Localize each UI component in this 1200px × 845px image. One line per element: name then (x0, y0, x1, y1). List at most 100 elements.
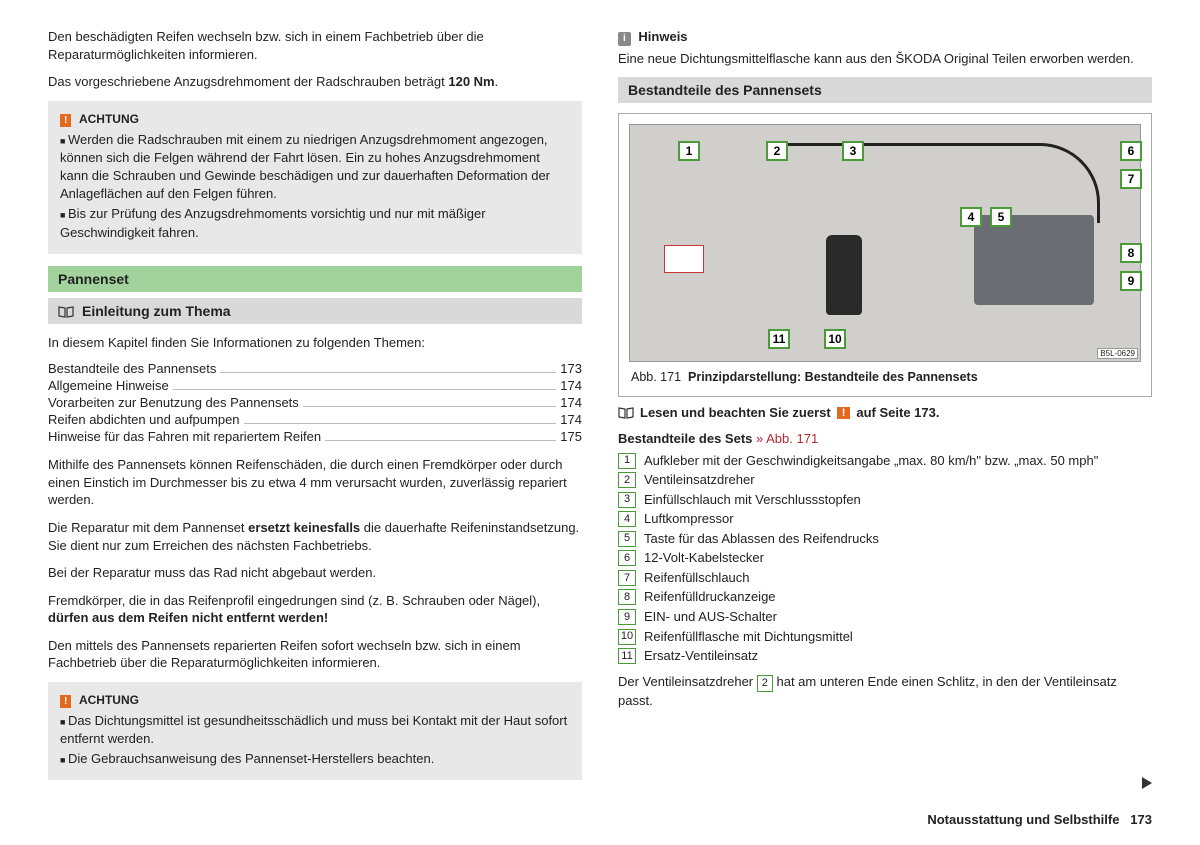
figure-callout: 5 (990, 207, 1012, 227)
toc-label: Bestandteile des Pannensets (48, 361, 216, 376)
section-heading-grey: Bestandteile des Pannensets (618, 77, 1152, 103)
toc-row: Bestandteile des Pannensets 173 (48, 361, 582, 376)
toc-page: 175 (560, 429, 582, 444)
item-number-box: 8 (618, 589, 636, 605)
figure-callout: 3 (842, 141, 864, 161)
warning-item: Die Gebrauchsanweisung des Pannenset-Her… (60, 750, 570, 768)
figure-callout: 1 (678, 141, 700, 161)
item-text: EIN- und AUS-Schalter (644, 608, 777, 626)
item-text: Aufkleber mit der Geschwindigkeitsangabe… (644, 452, 1098, 470)
warning-icon: ! (60, 114, 71, 127)
toc: Bestandteile des Pannensets 173 Allgemeine… (48, 361, 582, 444)
figure-caption: Abb. 171 Prinzipdarstellung: Bestandteil… (629, 362, 1141, 386)
item-number-box: 5 (618, 531, 636, 547)
figure-callout: 9 (1120, 271, 1142, 291)
component-item: 2 Ventileinsatzdreher (618, 471, 1152, 489)
item-number-box: 9 (618, 609, 636, 625)
warning-box: ! ACHTUNG Das Dichtungsmittel ist gesund… (48, 682, 582, 781)
left-column: Den beschädigten Reifen wechseln bzw. si… (48, 28, 582, 825)
toc-page: 174 (560, 395, 582, 410)
diagram-compressor (974, 215, 1094, 305)
component-list: 1 Aufkleber mit der Geschwindigkeitsangab… (618, 452, 1152, 665)
item-text: Reifenfüllflasche mit Dichtungsmittel (644, 628, 853, 646)
figure-callout: 4 (960, 207, 982, 227)
toc-leader (303, 406, 557, 407)
toc-label: Hinweise für das Fahren mit repariertem … (48, 429, 321, 444)
figure-code: B5L-0629 (1097, 348, 1138, 359)
diagram-stickers (664, 245, 704, 273)
component-item: 3Einfüllschlauch mit Verschlussstopfen (618, 491, 1152, 509)
paragraph: Fremdkörper, die in das Reifenprofil ein… (48, 592, 582, 627)
section-heading-grey: Einleitung zum Thema (48, 298, 582, 324)
book-icon (58, 305, 74, 317)
right-column: i Hinweis Eine neue Dichtungsmittelflasc… (618, 28, 1152, 825)
item-text: Ersatz-Ventileinsatz (644, 647, 758, 665)
component-item: 1 Aufkleber mit der Geschwindigkeitsangab… (618, 452, 1152, 470)
toc-label: Vorarbeiten zur Benutzung des Pannensets (48, 395, 299, 410)
toc-label: Allgemeine Hinweise (48, 378, 169, 393)
diagram-bottle (826, 235, 862, 315)
toc-leader (220, 372, 556, 373)
toc-leader (173, 389, 557, 390)
item-number-box: 7 (618, 570, 636, 586)
paragraph: Den beschädigten Reifen wechseln bzw. si… (48, 28, 582, 63)
warning-item: Werden die Radschrauben mit einem zu nie… (60, 131, 570, 204)
figure-image: B5L-0629 1234567891011 (629, 124, 1141, 362)
figure-callout: 11 (768, 329, 790, 349)
component-item: 4 Luftkompressor (618, 510, 1152, 528)
inline-callout: 2 (757, 675, 773, 692)
warning-heading: ! ACHTUNG (60, 111, 570, 127)
toc-row: Allgemeine Hinweise 174 (48, 378, 582, 393)
toc-row: Vorarbeiten zur Benutzung des Pannensets… (48, 395, 582, 410)
item-text: 12-Volt-Kabelstecker (644, 549, 764, 567)
warning-item: Bis zur Prüfung des Anzugsdrehmoments vo… (60, 205, 570, 241)
item-number-box: 1 (618, 453, 636, 469)
item-text: Reifenfüllschlauch (644, 569, 750, 587)
paragraph: Die Reparatur mit dem Pannenset ersetzt … (48, 519, 582, 554)
info-icon: i (618, 32, 631, 46)
toc-label: Reifen abdichten und aufpumpen (48, 412, 240, 427)
figure-callout: 2 (766, 141, 788, 161)
item-text: Reifenfülldruckanzeige (644, 588, 776, 606)
item-number-box: 4 (618, 511, 636, 527)
toc-page: 174 (560, 412, 582, 427)
warning-icon: ! (60, 695, 71, 708)
toc-intro: In diesem Kapitel finden Sie Information… (48, 334, 582, 352)
paragraph: Mithilfe des Pannensets können Reifensch… (48, 456, 582, 509)
item-number-box: 11 (618, 648, 636, 664)
book-icon (618, 407, 634, 419)
warning-ref-icon: ! (837, 407, 851, 419)
figure-callout: 7 (1120, 169, 1142, 189)
read-first-line: Lesen und beachten Sie zuerst ! auf Seit… (618, 405, 1152, 420)
item-number-box: 3 (618, 492, 636, 508)
component-item: 10 Reifenfüllflasche mit Dichtungsmittel (618, 628, 1152, 646)
set-title: Bestandteile des Sets » Abb. 171 (618, 430, 1152, 448)
toc-leader (325, 440, 556, 441)
toc-page: 174 (560, 378, 582, 393)
item-text: Luftkompressor (644, 510, 734, 528)
toc-leader (244, 423, 557, 424)
component-item: 612-Volt-Kabelstecker (618, 549, 1152, 567)
warning-item: Das Dichtungsmittel ist gesundheitsschäd… (60, 712, 570, 748)
warning-list: Das Dichtungsmittel ist gesundheitsschäd… (60, 712, 570, 769)
component-item: 9 EIN- und AUS-Schalter (618, 608, 1152, 626)
toc-row: Hinweise für das Fahren mit repariertem … (48, 429, 582, 444)
paragraph: Bei der Reparatur muss das Rad nicht abg… (48, 564, 582, 582)
component-item: 8 Reifenfülldruckanzeige (618, 588, 1152, 606)
warning-list: Werden die Radschrauben mit einem zu nie… (60, 131, 570, 242)
figure-callout: 8 (1120, 243, 1142, 263)
figure-box: B5L-0629 1234567891011 Abb. 171 Prinzipd… (618, 113, 1152, 397)
warning-box: ! ACHTUNG Werden die Radschrauben mit ei… (48, 101, 582, 254)
item-number-box: 2 (618, 472, 636, 488)
component-item: 11 Ersatz-Ventileinsatz (618, 647, 1152, 665)
component-item: 7 Reifenfüllschlauch (618, 569, 1152, 587)
diagram-cable (780, 143, 1100, 223)
paragraph: Eine neue Dichtungsmittelflasche kann au… (618, 50, 1152, 68)
item-number-box: 10 (618, 629, 636, 645)
toc-row: Reifen abdichten und aufpumpen 174 (48, 412, 582, 427)
paragraph: Das vorgeschriebene Anzugsdrehmoment der… (48, 73, 582, 91)
paragraph: Der Ventileinsatzdreher 2 hat am unteren… (618, 673, 1152, 709)
toc-page: 173 (560, 361, 582, 376)
item-text: Ventileinsatzdreher (644, 471, 755, 489)
page-footer: Notausstattung und Selbsthilfe 173 (927, 812, 1152, 827)
